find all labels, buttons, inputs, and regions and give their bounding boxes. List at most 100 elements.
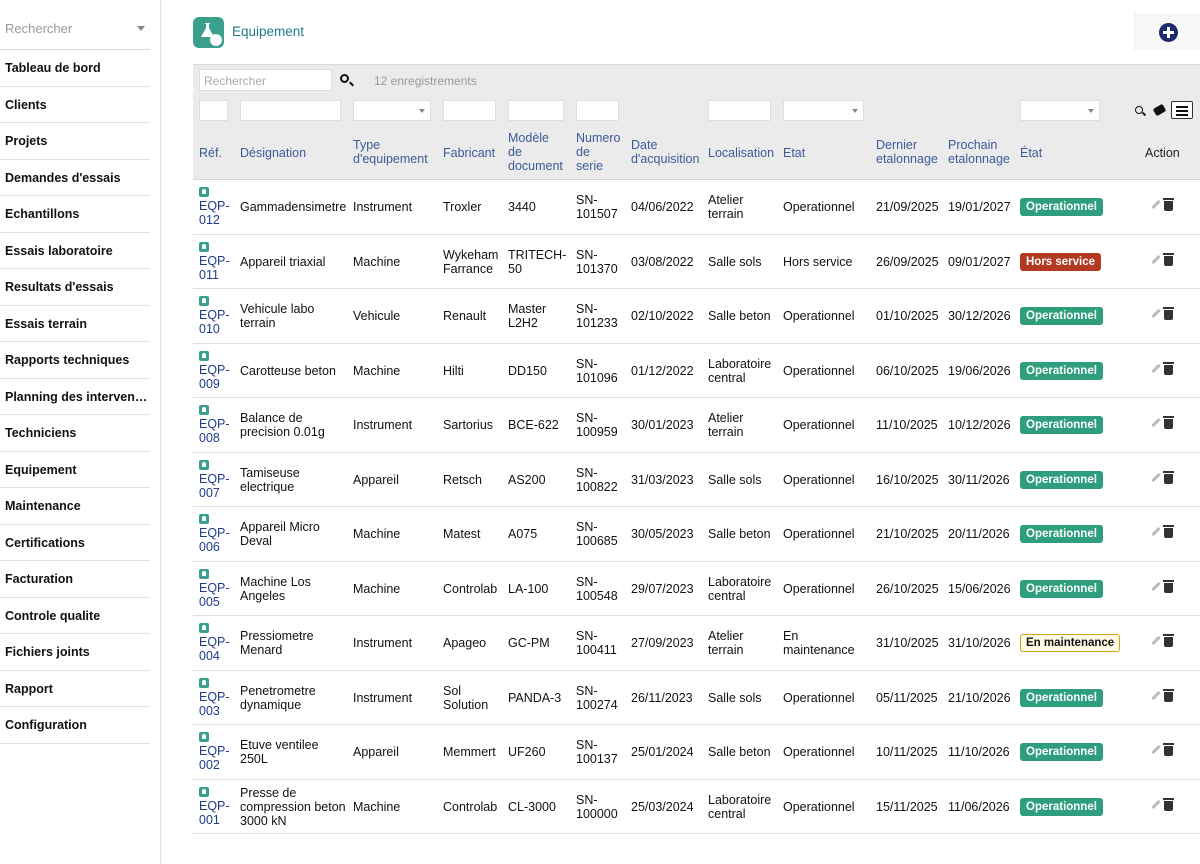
ref-link[interactable]: EQP- 001: [199, 786, 233, 827]
sidebar-item[interactable]: Rapport: [0, 671, 150, 707]
sidebar-item[interactable]: Projets: [0, 123, 150, 160]
edit-icon[interactable]: [1151, 744, 1161, 755]
edit-icon[interactable]: [1151, 581, 1161, 591]
ref-link[interactable]: EQP- 006: [199, 514, 233, 554]
sidebar-search-select[interactable]: Rechercher: [0, 0, 150, 50]
sidebar-item[interactable]: Fichiers joints: [0, 634, 150, 671]
sidebar-item[interactable]: Planning des interventions: [0, 379, 150, 415]
col-designation[interactable]: Désignation: [240, 146, 307, 160]
sidebar-item[interactable]: Facturation: [0, 561, 150, 598]
col-date[interactable]: Date d'acquisition: [631, 138, 700, 166]
ref-link[interactable]: EQP- 010: [199, 296, 233, 336]
filter-modele[interactable]: [508, 100, 564, 121]
column-list-button[interactable]: [1171, 101, 1193, 119]
sidebar-item[interactable]: Echantillons: [0, 196, 150, 233]
filter-search-icon[interactable]: [1135, 106, 1143, 114]
ref-link[interactable]: EQP- 008: [199, 405, 233, 445]
filter-numero[interactable]: [576, 100, 619, 121]
ref-link[interactable]: EQP- 011: [199, 241, 233, 282]
sidebar-item[interactable]: Essais laboratoire: [0, 233, 150, 269]
table-row[interactable]: EQP- 006 Appareil Micro Deval Machine Matest A…: [193, 507, 1200, 562]
trash-icon[interactable]: [1163, 743, 1174, 756]
table-row[interactable]: EQP- 010 Vehicule labo terrain Vehicule Renau…: [193, 289, 1200, 344]
edit-icon[interactable]: [1151, 254, 1161, 264]
edit-icon[interactable]: [1151, 417, 1161, 428]
col-ref[interactable]: Réf.: [199, 146, 222, 160]
edit-icon[interactable]: [1151, 690, 1161, 700]
col-numero[interactable]: Numero de serie: [576, 131, 621, 173]
sidebar-item[interactable]: Equipement: [0, 452, 150, 488]
sidebar-item[interactable]: Tableau de bord: [0, 50, 150, 87]
filter-localisation[interactable]: [708, 100, 771, 121]
trash-icon[interactable]: [1163, 252, 1174, 266]
trash-icon[interactable]: [1163, 198, 1174, 211]
filter-etat-select[interactable]: [783, 100, 864, 121]
table-row[interactable]: EQP- 003 Penetrometre dynamique Instrument So…: [193, 670, 1200, 725]
etat-cell: Operationnel: [783, 581, 855, 596]
trash-icon[interactable]: [1163, 579, 1174, 593]
sidebar-item[interactable]: Rapports techniques: [0, 342, 150, 379]
sidebar-item[interactable]: Certifications: [0, 525, 150, 561]
table-row[interactable]: EQP- 011 Appareil triaxial Machine Wykeham Fa…: [193, 234, 1200, 289]
sidebar-item[interactable]: Essais terrain: [0, 306, 150, 342]
sidebar-item[interactable]: Controle qualite: [0, 598, 150, 634]
add-record-button[interactable]: [1159, 23, 1178, 42]
numero-serie-cell: SN- 100959: [576, 411, 618, 439]
table-row[interactable]: EQP- 001 Presse de compression beton 3000 kN…: [193, 779, 1200, 834]
sidebar-item[interactable]: Clients: [0, 87, 150, 123]
ref-link[interactable]: EQP- 009: [199, 350, 233, 391]
edit-icon[interactable]: [1151, 635, 1161, 646]
col-modele[interactable]: Modèle de document: [508, 131, 563, 173]
sidebar-item[interactable]: Techniciens: [0, 415, 150, 452]
table-row[interactable]: EQP- 004 Pressiometre Menard Instrument Apage…: [193, 616, 1200, 671]
col-etat[interactable]: Etat: [783, 146, 806, 160]
edit-icon[interactable]: [1151, 799, 1161, 809]
table-row[interactable]: EQP- 002 Etuve ventilee 250L Appareil Memmert…: [193, 725, 1200, 780]
col-localisation[interactable]: Localisation: [708, 146, 775, 160]
trash-icon[interactable]: [1163, 307, 1174, 320]
trash-icon[interactable]: [1163, 361, 1174, 375]
edit-icon[interactable]: [1151, 363, 1161, 373]
trash-icon[interactable]: [1163, 634, 1174, 647]
table-row[interactable]: EQP- 007 Tamiseuse electrique Appareil Retsch…: [193, 452, 1200, 507]
sidebar-item[interactable]: Configuration: [0, 707, 150, 744]
trash-icon[interactable]: [1163, 797, 1174, 811]
edit-icon[interactable]: [1151, 199, 1161, 210]
filter-fabricant[interactable]: [443, 100, 496, 121]
trash-icon[interactable]: [1163, 525, 1174, 538]
sidebar-item[interactable]: Maintenance: [0, 488, 150, 525]
prochain-etalonnage-cell: 20/11/2026: [948, 527, 1010, 541]
filter-etat2-select[interactable]: [1020, 100, 1100, 121]
trash-icon[interactable]: [1163, 470, 1174, 484]
table-row[interactable]: EQP- 009 Carotteuse beton Machine Hilti DD150…: [193, 343, 1200, 398]
table-row[interactable]: EQP- 012 Gammadensimetre Instrument Troxler 3…: [193, 180, 1200, 235]
eraser-icon[interactable]: [1152, 103, 1167, 117]
search-icon[interactable]: [340, 74, 349, 83]
sidebar-item[interactable]: Resultats d'essais: [0, 269, 150, 306]
table-row[interactable]: EQP- 005 Machine Los Angeles Machine Controla…: [193, 561, 1200, 616]
ref-link[interactable]: EQP- 004: [199, 623, 233, 663]
edit-icon[interactable]: [1151, 308, 1161, 319]
ref-link[interactable]: EQP- 012: [199, 187, 233, 227]
col-prochain[interactable]: Prochain etalonnage: [948, 138, 1010, 166]
filter-ref[interactable]: [199, 100, 228, 121]
filter-designation[interactable]: [240, 100, 341, 121]
col-fabricant[interactable]: Fabricant: [443, 146, 496, 160]
col-dernier[interactable]: Dernier etalonnage: [876, 138, 938, 166]
type-cell: Machine: [353, 799, 401, 814]
trash-icon[interactable]: [1163, 688, 1174, 702]
table-row[interactable]: EQP- 008 Balance de precision 0.01g Instrume…: [193, 398, 1200, 453]
date-acquisition-cell: 03/08/2022: [631, 254, 694, 269]
col-etat2[interactable]: État: [1020, 146, 1043, 160]
search-input[interactable]: Rechercher: [199, 69, 332, 91]
ref-link[interactable]: EQP- 003: [199, 677, 233, 718]
sidebar-item[interactable]: Demandes d'essais: [0, 160, 150, 196]
edit-icon[interactable]: [1151, 526, 1161, 537]
ref-link[interactable]: EQP- 002: [199, 732, 233, 772]
ref-link[interactable]: EQP- 005: [199, 568, 233, 609]
ref-link[interactable]: EQP- 007: [199, 459, 233, 500]
trash-icon[interactable]: [1163, 416, 1174, 429]
filter-type-select[interactable]: [353, 100, 431, 121]
col-type[interactable]: Type d'equipement: [353, 138, 428, 166]
edit-icon[interactable]: [1151, 472, 1161, 482]
